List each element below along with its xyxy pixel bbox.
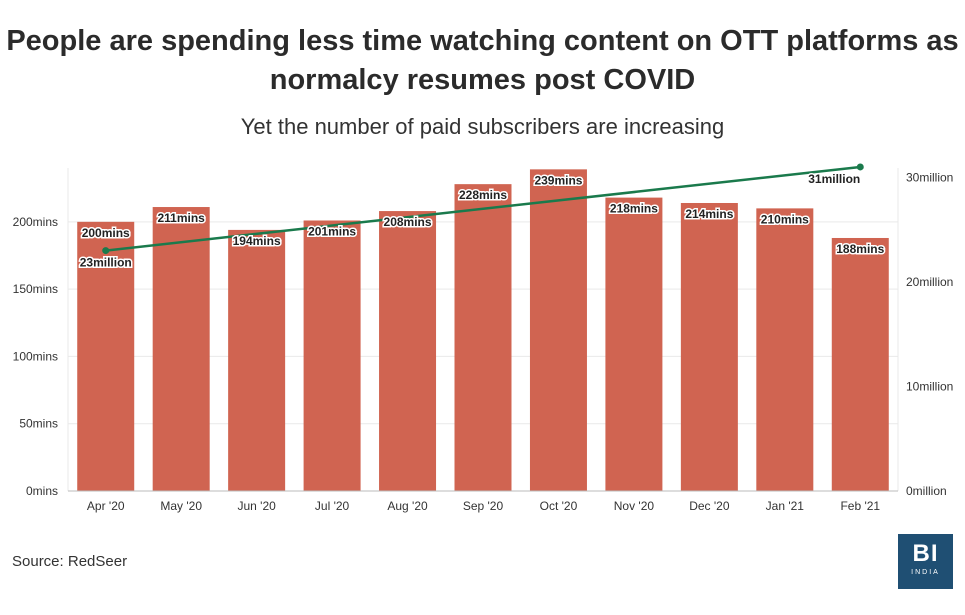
x-tick-label: Jan '21 [766,499,805,513]
logo-main-text: BI [912,540,939,567]
y-tick-label: 50mins [19,417,58,431]
bar-data-label: 214mins [685,207,733,221]
bar-data-label: 194mins [233,234,281,248]
x-tick-label: Apr '20 [87,499,125,513]
bar [152,207,210,491]
y-tick-label: 150mins [13,282,58,296]
bar-data-label: 200mins [82,226,130,240]
bar [454,184,512,491]
bar-data-label: 188mins [836,242,884,256]
y-tick-label: 100mins [13,349,58,363]
bar-data-label: 239mins [534,173,582,187]
y-tick-label: 0mins [26,484,58,498]
bar [680,202,738,491]
bar [529,169,587,492]
chart-subtitle: Yet the number of paid subscribers are i… [240,114,725,139]
bar [303,220,361,492]
subscribers-line [105,165,861,252]
bar-data-label: 201mins [308,224,356,238]
y2-tick-label: 0million [906,484,947,498]
line-data-label: 23million [80,256,132,270]
subscribers-point [856,163,864,171]
bar-data-label: 210mins [761,212,809,226]
bar [605,197,663,491]
bi-india-logo: BI INDIA [898,534,953,589]
x-tick-label: Sep '20 [463,499,504,513]
subscribers-point [102,247,110,255]
line-data-label: 31million [808,172,860,186]
bar-data-label: 228mins [459,188,507,202]
chart-title: People are spending less time watching c… [6,25,959,96]
bar-data-label: 211mins [157,211,205,225]
bar-data-label: 208mins [384,215,432,229]
x-tick-label: May '20 [160,499,202,513]
x-tick-label: Feb '21 [840,499,880,513]
x-tick-label: Nov '20 [614,499,655,513]
bar-data-label: 218mins [610,202,658,216]
x-tick-label: Jul '20 [315,499,350,513]
x-tick-label: Dec '20 [689,499,730,513]
y-tick-label: 200mins [13,215,58,229]
logo-sub-text: INDIA [911,569,940,576]
source-note: Source: RedSeer [12,553,128,570]
bar [77,221,135,492]
y2-tick-label: 10million [906,379,953,393]
bar [756,208,814,491]
y2-tick-label: 20million [906,275,953,289]
bar [379,211,437,492]
x-tick-label: Aug '20 [387,499,428,513]
x-tick-label: Jun '20 [237,499,276,513]
bar [831,237,889,491]
x-tick-label: Oct '20 [540,499,578,513]
bar [228,229,286,492]
y2-tick-label: 30million [906,170,953,184]
